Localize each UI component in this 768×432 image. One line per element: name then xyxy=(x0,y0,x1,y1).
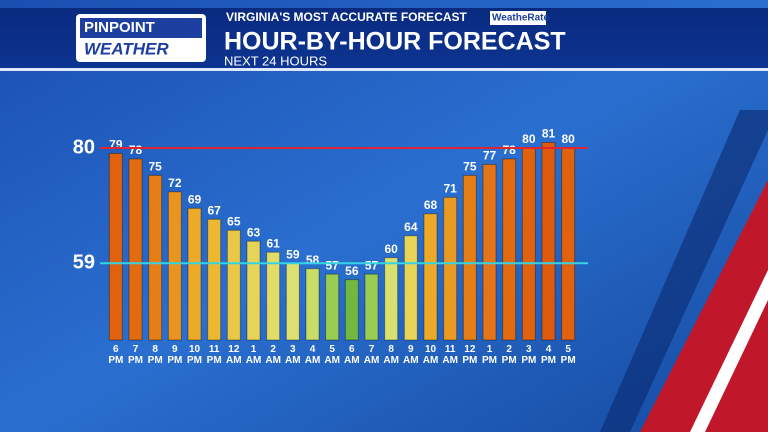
bar xyxy=(423,213,438,341)
x-tick-label: 12 AM xyxy=(226,344,242,366)
bar xyxy=(541,141,556,341)
bar xyxy=(344,279,359,341)
value-label: 80 xyxy=(522,132,536,146)
bar xyxy=(364,273,379,341)
x-tick-label: 6 PM xyxy=(108,344,124,366)
bar xyxy=(128,158,143,341)
bar xyxy=(561,147,576,341)
bar xyxy=(108,152,123,341)
bar xyxy=(482,163,497,341)
x-tick-label: 1 PM xyxy=(482,344,497,366)
x-tick-label: 5 AM xyxy=(324,344,340,366)
bar xyxy=(148,174,163,341)
x-tick-label: 11 PM xyxy=(206,344,222,366)
x-tick-label: 5 PM xyxy=(560,344,576,366)
bar xyxy=(462,174,477,341)
chart-title: HOUR-BY-HOUR FORECAST xyxy=(224,28,566,56)
bar xyxy=(325,273,340,341)
x-tick-label: 10 AM xyxy=(422,344,439,366)
value-label: 60 xyxy=(384,242,398,256)
tagline: VIRGINIA'S MOST ACCURATE FORECAST xyxy=(226,10,468,24)
value-label: 64 xyxy=(404,220,418,234)
bar xyxy=(403,235,418,341)
x-tick-label: 8 AM xyxy=(383,344,399,366)
x-tick-label: 2 PM xyxy=(501,344,517,366)
x-tick-label: 1 AM xyxy=(245,344,262,366)
stripe xyxy=(690,270,768,432)
logo-band xyxy=(80,18,202,38)
bar xyxy=(521,147,536,341)
badge: WeatheRate xyxy=(492,13,549,24)
value-label: 78 xyxy=(129,143,143,157)
bar xyxy=(285,262,300,341)
value-label: 63 xyxy=(247,225,261,239)
value-label: 77 xyxy=(483,149,497,163)
bar xyxy=(502,158,517,341)
bar xyxy=(187,207,202,341)
bar xyxy=(305,268,320,341)
value-label: 57 xyxy=(325,258,339,272)
x-tick-label: 8 PM xyxy=(147,344,163,366)
bar xyxy=(266,251,281,341)
value-label: 65 xyxy=(227,214,241,228)
x-tick-label: 7 PM xyxy=(128,344,143,366)
value-label: 56 xyxy=(345,264,359,278)
logo-text: PINPOINT xyxy=(84,19,155,36)
x-tick-label: 3 AM xyxy=(285,344,301,366)
x-tick-label: 6 AM xyxy=(344,344,360,366)
chart-subtitle: NEXT 24 HOURS xyxy=(224,53,327,68)
x-tick-label: 3 PM xyxy=(521,344,537,366)
x-tick-label: 4 PM xyxy=(541,344,556,366)
value-label: 78 xyxy=(502,143,516,157)
x-tick-label: 12 PM xyxy=(462,344,478,366)
x-tick-label: 11 AM xyxy=(442,344,458,366)
value-label: 81 xyxy=(542,127,556,141)
bar xyxy=(443,196,458,341)
x-tick-label: 2 AM xyxy=(265,344,281,366)
value-label: 71 xyxy=(443,182,457,196)
x-tick-label: 4 AM xyxy=(304,344,321,366)
bar xyxy=(167,191,182,341)
bar xyxy=(207,218,222,341)
bar xyxy=(246,240,261,341)
bar xyxy=(384,257,399,341)
value-label: 80 xyxy=(561,132,575,146)
value-label: 72 xyxy=(168,176,182,190)
value-label: 61 xyxy=(266,236,280,250)
value-label: 75 xyxy=(463,160,477,174)
stripe xyxy=(600,110,768,432)
value-label: 67 xyxy=(207,203,221,217)
header-rule xyxy=(0,68,768,71)
value-label: 75 xyxy=(148,160,162,174)
value-label: 59 xyxy=(286,247,300,261)
reference-label: 59 xyxy=(73,251,95,273)
value-label: 68 xyxy=(424,198,438,212)
x-tick-label: 9 PM xyxy=(167,344,183,366)
bar xyxy=(226,229,241,341)
x-tick-label: 10 PM xyxy=(187,344,202,366)
value-label: 69 xyxy=(188,192,202,206)
logo-text: WEATHER xyxy=(84,39,169,58)
badge-box xyxy=(490,11,546,25)
value-label: 57 xyxy=(365,258,379,272)
x-tick-label: 9 AM xyxy=(403,344,419,366)
x-tick-label: 7 AM xyxy=(363,344,380,366)
stripe xyxy=(640,180,768,432)
value-label: 79 xyxy=(109,138,123,152)
value-label: 58 xyxy=(306,253,320,267)
reference-label: 80 xyxy=(73,136,95,158)
